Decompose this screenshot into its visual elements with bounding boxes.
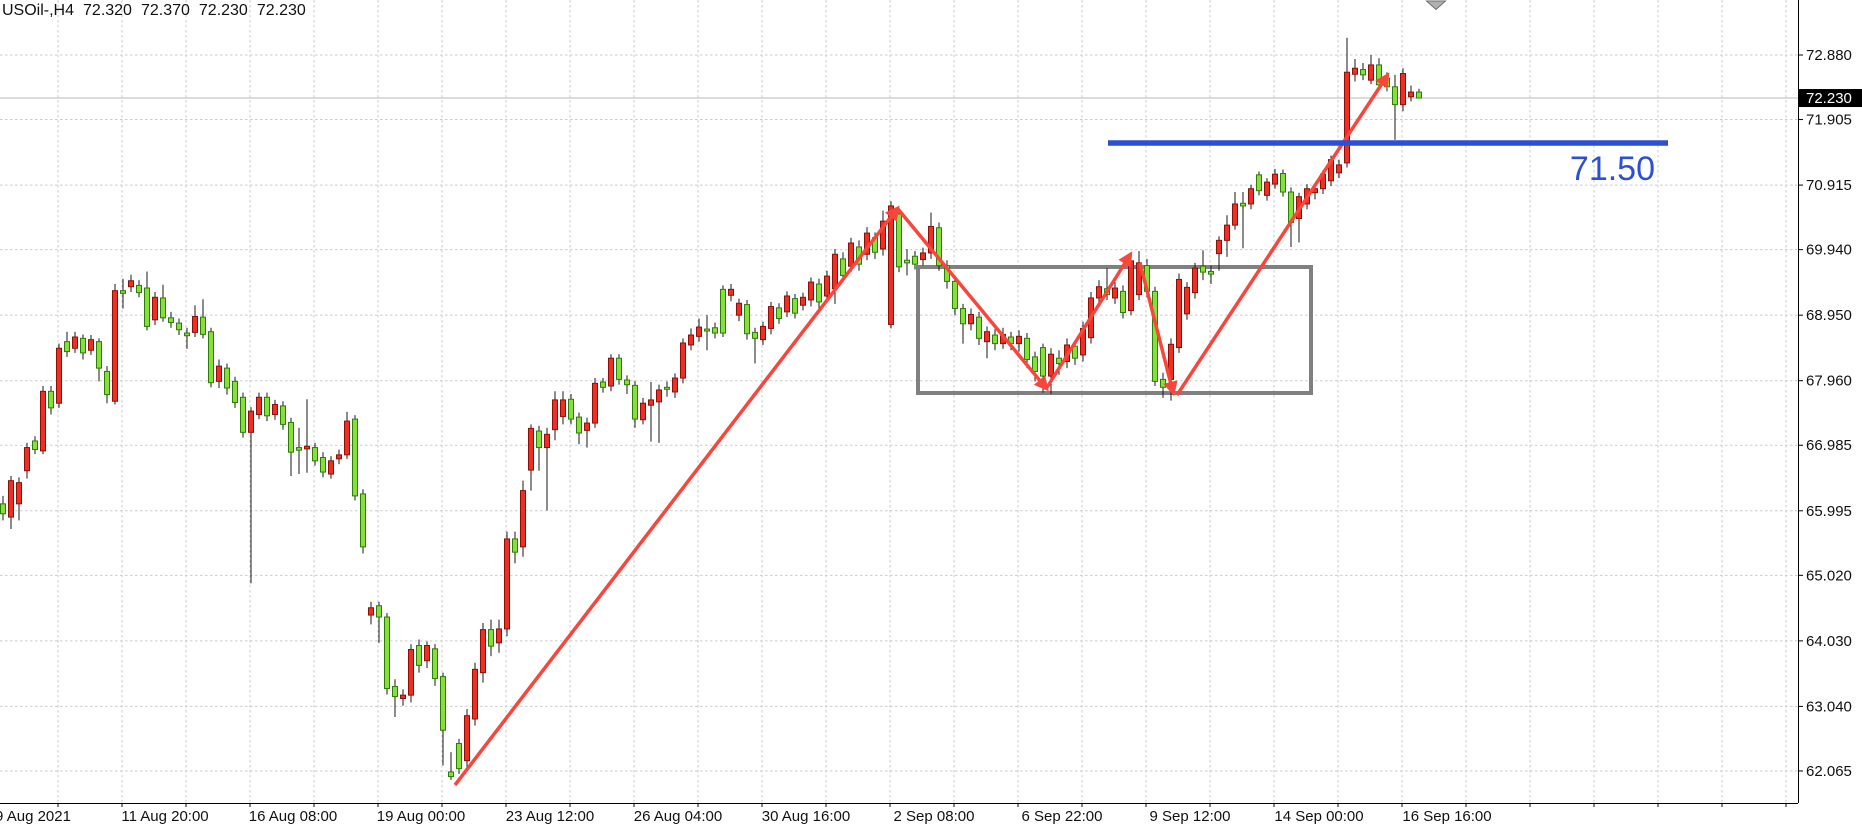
- svg-text:16 Sep 16:00: 16 Sep 16:00: [1402, 808, 1491, 825]
- svg-text:30 Aug 16:00: 30 Aug 16:00: [762, 808, 850, 825]
- svg-text:71.905: 71.905: [1806, 112, 1852, 129]
- svg-text:2 Sep 08:00: 2 Sep 08:00: [894, 808, 975, 825]
- svg-text:65.020: 65.020: [1806, 567, 1852, 584]
- resistance-level-text[interactable]: 71.50: [1569, 150, 1655, 188]
- svg-text:63.040: 63.040: [1806, 698, 1852, 715]
- ohlc-high-value: 72.370: [140, 2, 190, 19]
- svg-text:65.995: 65.995: [1806, 503, 1852, 520]
- svg-text:70.915: 70.915: [1806, 177, 1852, 194]
- svg-text:62.065: 62.065: [1806, 763, 1852, 780]
- consolidation-rectangle-annotation[interactable]: [916, 265, 1313, 395]
- svg-text:66.985: 66.985: [1806, 437, 1852, 454]
- svg-text:68.950: 68.950: [1806, 307, 1852, 324]
- svg-text:9 Aug 2021: 9 Aug 2021: [0, 808, 71, 825]
- svg-text:67.960: 67.960: [1806, 373, 1852, 390]
- svg-text:16 Aug 08:00: 16 Aug 08:00: [249, 808, 337, 825]
- svg-text:26 Aug 04:00: 26 Aug 04:00: [634, 808, 722, 825]
- svg-text:9 Sep 12:00: 9 Sep 12:00: [1150, 808, 1231, 825]
- svg-text:6 Sep 22:00: 6 Sep 22:00: [1022, 808, 1103, 825]
- trend-arrow-line[interactable]: [896, 207, 1049, 392]
- trend-arrow-line[interactable]: [1138, 262, 1178, 397]
- svg-text:23 Aug 12:00: 23 Aug 12:00: [506, 808, 594, 825]
- svg-text:72.230: 72.230: [1806, 90, 1852, 107]
- svg-text:14 Sep 00:00: 14 Sep 00:00: [1274, 808, 1363, 825]
- ohlc-low-value: 72.230: [198, 2, 248, 19]
- svg-text:69.940: 69.940: [1806, 242, 1852, 259]
- current-price-tag: 72.230: [1799, 89, 1862, 108]
- ohlc-close-value: 72.230: [256, 2, 306, 19]
- x-axis-date-labels: 9 Aug 2021 11 Aug 20:00 16 Aug 08:00 19 Aug…: [0, 808, 1492, 825]
- down-triangle-marker-icon[interactable]: [1425, 0, 1447, 11]
- candles-layer: [0, 37, 1422, 780]
- trend-arrow-line[interactable]: [1044, 251, 1133, 390]
- svg-text:19 Aug 00:00: 19 Aug 00:00: [377, 808, 465, 825]
- svg-text:72.880: 72.880: [1806, 47, 1852, 64]
- axes[interactable]: [0, 0, 1799, 807]
- ohlc-open-value: 72.320: [83, 2, 132, 19]
- symbol-timeframe-label: USOil-,H4: [2, 2, 75, 19]
- symbol-ohlc-info: USOil-,H4 72.320 72.370 72.230 72.230: [2, 2, 315, 20]
- trend-arrow-line[interactable]: [453, 205, 900, 787]
- svg-text:11 Aug 20:00: 11 Aug 20:00: [121, 808, 208, 825]
- trend-arrow-line[interactable]: [1175, 72, 1390, 396]
- y-axis-price-labels: 72.880 71.905 70.915 69.940 68.950 67.960 66.9…: [1798, 47, 1852, 780]
- svg-text:64.030: 64.030: [1806, 633, 1852, 650]
- trend-arrow-annotations[interactable]: [453, 72, 1390, 787]
